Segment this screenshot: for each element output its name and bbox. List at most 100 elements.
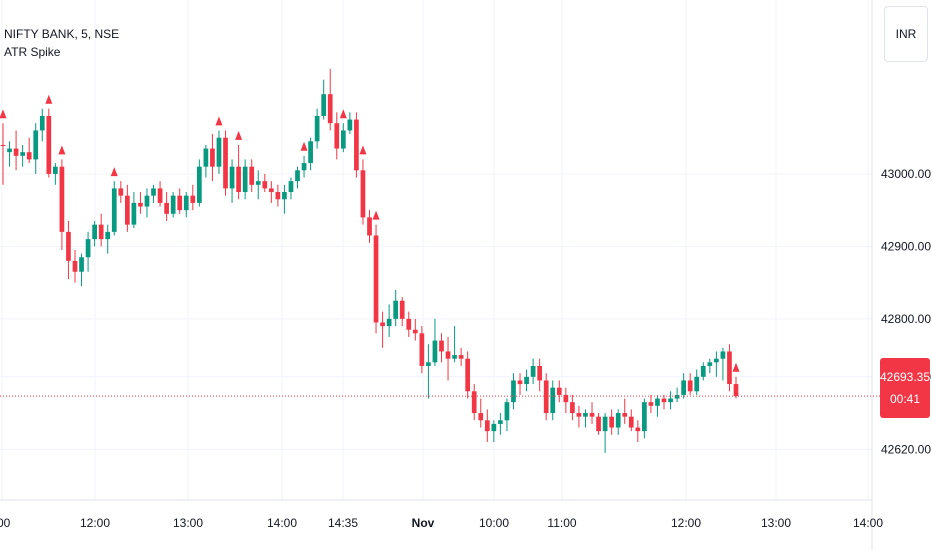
atr-spike-marker bbox=[339, 109, 347, 119]
candle bbox=[7, 141, 12, 167]
candle-body bbox=[661, 398, 667, 403]
symbol-title[interactable]: NIFTY BANK, 5, NSE bbox=[4, 27, 120, 41]
candle bbox=[543, 373, 549, 421]
candle bbox=[308, 137, 313, 171]
candle-body bbox=[354, 119, 359, 171]
candle bbox=[583, 409, 588, 428]
candle-body bbox=[648, 402, 654, 406]
candle bbox=[164, 192, 169, 222]
candle-body bbox=[118, 188, 124, 196]
candle bbox=[596, 413, 601, 435]
candle-body bbox=[131, 202, 137, 225]
candle bbox=[203, 144, 209, 178]
candle bbox=[177, 188, 183, 214]
candle-body bbox=[79, 257, 84, 272]
candle-body bbox=[288, 181, 294, 193]
candle bbox=[517, 373, 523, 395]
candle-body bbox=[386, 318, 392, 327]
candle-body bbox=[334, 123, 340, 149]
time-tick-label: 14:35 bbox=[328, 516, 358, 530]
candle bbox=[124, 184, 130, 232]
currency-label: INR bbox=[895, 27, 917, 41]
candle-body bbox=[13, 148, 19, 156]
candle-body bbox=[432, 340, 438, 363]
candle bbox=[85, 231, 91, 272]
candle-body bbox=[157, 188, 163, 203]
candle bbox=[399, 297, 405, 327]
candle-body bbox=[242, 166, 248, 193]
candle bbox=[530, 358, 536, 385]
candle bbox=[648, 394, 654, 414]
indicator-label[interactable]: ATR Spike bbox=[4, 45, 61, 59]
candle bbox=[249, 159, 255, 193]
price-tick-label: 42800.00 bbox=[881, 312, 931, 326]
candle-body bbox=[589, 413, 595, 417]
candle bbox=[393, 289, 399, 327]
bar-countdown: 00:41 bbox=[889, 392, 921, 406]
candle-body bbox=[72, 260, 78, 272]
candle-body bbox=[615, 413, 621, 428]
candle-body bbox=[439, 340, 444, 352]
time-tick-label: Nov bbox=[412, 516, 435, 530]
currency-button[interactable]: INR bbox=[884, 6, 928, 62]
candle bbox=[98, 213, 104, 247]
candle-body bbox=[700, 365, 706, 377]
candle-body bbox=[59, 166, 65, 232]
candle-body bbox=[517, 380, 523, 385]
candle-body bbox=[511, 380, 516, 403]
candle-body bbox=[583, 413, 588, 417]
candle-body bbox=[177, 195, 183, 211]
candle bbox=[354, 112, 359, 178]
candle-body bbox=[170, 195, 176, 214]
time-tick-label: 13:00 bbox=[761, 516, 791, 530]
candle-body bbox=[327, 94, 333, 124]
candle bbox=[373, 224, 379, 334]
candle bbox=[340, 123, 346, 153]
candle-body bbox=[550, 387, 556, 414]
candle-body bbox=[471, 391, 477, 414]
candle-body bbox=[249, 166, 255, 185]
candle bbox=[628, 409, 634, 432]
time-tick-label: 12:00 bbox=[80, 516, 110, 530]
candle-body bbox=[314, 115, 320, 142]
candle bbox=[288, 177, 294, 200]
candle bbox=[589, 402, 595, 424]
candle bbox=[79, 253, 84, 287]
candle bbox=[465, 351, 471, 399]
time-tick-label: :00 bbox=[0, 516, 11, 530]
candle-body bbox=[727, 351, 732, 385]
candle-body bbox=[138, 202, 143, 207]
candle-body bbox=[360, 170, 366, 218]
time-axis[interactable]: :00 12:00 13:00 14:00 14:35 Nov 10:00 11:00 12:0… bbox=[0, 499, 883, 530]
candle bbox=[602, 413, 608, 453]
candle bbox=[609, 409, 615, 435]
candle-body bbox=[642, 402, 647, 432]
candle bbox=[301, 155, 307, 178]
candle bbox=[170, 192, 176, 218]
candle bbox=[432, 318, 438, 366]
candle-body bbox=[223, 137, 228, 189]
candle-body bbox=[426, 362, 431, 366]
candle bbox=[144, 188, 150, 218]
candle bbox=[615, 409, 621, 435]
candle-body bbox=[524, 376, 529, 385]
candle-body bbox=[504, 402, 510, 421]
candle-body bbox=[367, 217, 372, 236]
candle-body bbox=[124, 195, 130, 225]
candle bbox=[537, 358, 543, 392]
candle bbox=[622, 398, 628, 424]
candle-body bbox=[655, 398, 660, 406]
candle-body bbox=[262, 181, 268, 189]
candle bbox=[268, 181, 274, 203]
candle-body bbox=[53, 166, 58, 174]
candle bbox=[471, 384, 477, 421]
candle bbox=[426, 344, 431, 399]
candle bbox=[26, 137, 32, 164]
candle-body bbox=[458, 355, 464, 359]
candle bbox=[131, 192, 137, 229]
candle-body bbox=[530, 365, 536, 377]
candle-body bbox=[295, 170, 300, 182]
candle-body bbox=[445, 351, 451, 359]
